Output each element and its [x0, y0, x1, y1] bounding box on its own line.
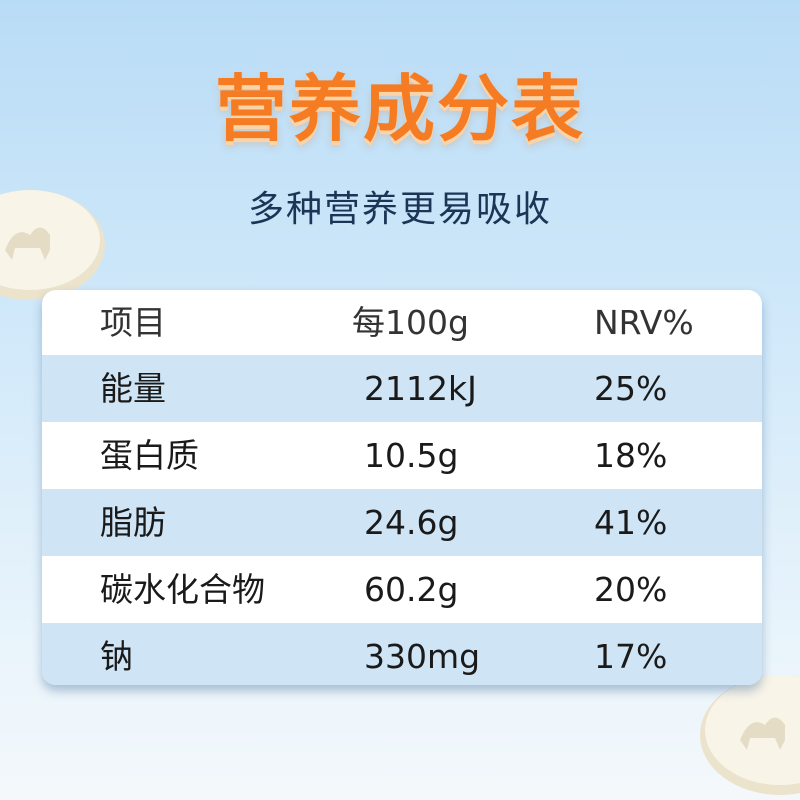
table-cell: 41% — [594, 503, 668, 542]
table-cell: 钠 — [100, 637, 133, 676]
table-row: 能量 2112kJ 25% — [42, 355, 762, 422]
table-row: 蛋白质 10.5g 18% — [42, 422, 762, 489]
table-cell: 碳水化合物 — [100, 570, 265, 609]
table-cell: 18% — [594, 436, 668, 475]
table-cell: 蛋白质 — [100, 436, 199, 475]
table-cell: 脂肪 — [100, 503, 166, 542]
table-cell: 10.5g — [364, 436, 459, 475]
table-row: 碳水化合物 60.2g 20% — [42, 556, 762, 623]
table-cell: 25% — [594, 369, 668, 408]
column-header: 项目 — [100, 303, 166, 342]
tablet-decoration — [0, 190, 105, 300]
table-row: 钠 330mg 17% — [42, 623, 762, 685]
title: 营养成分表 — [214, 67, 585, 151]
subtitle: 多种营养更易吸收 — [247, 189, 552, 230]
table-cell: 2112kJ — [364, 369, 477, 408]
column-header: 每100g — [352, 303, 469, 342]
table-row: 脂肪 24.6g 41% — [42, 489, 762, 556]
nutrition-table: 项目 每100g NRV% 能量 2112kJ 25% 蛋白质 10.5g 18% 脂肪 24.6g… — [42, 290, 762, 685]
table-cell: 330mg — [364, 637, 481, 676]
header-row: 项目 每100g NRV% — [42, 290, 762, 355]
table-cell: 24.6g — [364, 503, 459, 542]
tablet-decoration — [700, 675, 800, 795]
table-cell: 17% — [594, 637, 668, 676]
table-cell: 60.2g — [364, 570, 459, 609]
table-cell: 能量 — [100, 369, 166, 408]
column-header: NRV% — [594, 303, 694, 342]
table-cell: 20% — [594, 570, 668, 609]
